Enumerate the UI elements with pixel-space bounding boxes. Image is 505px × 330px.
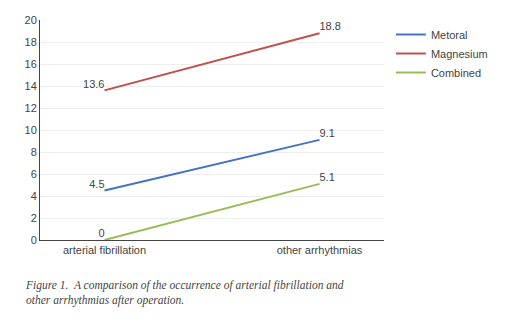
svg-text:14: 14 bbox=[25, 80, 37, 92]
svg-text:18: 18 bbox=[25, 36, 37, 48]
svg-text:Figure 1. A comparison of the: Figure 1. A comparison of the occurrence… bbox=[25, 279, 344, 307]
svg-text:13.6: 13.6 bbox=[83, 78, 104, 90]
svg-text:10: 10 bbox=[25, 124, 37, 136]
svg-text:8: 8 bbox=[31, 146, 37, 158]
svg-text:0: 0 bbox=[98, 227, 104, 239]
svg-text:Metoral: Metoral bbox=[431, 29, 468, 41]
svg-text:4.5: 4.5 bbox=[89, 178, 104, 190]
svg-text:other arrhythmias: other arrhythmias bbox=[277, 244, 363, 256]
svg-text:12: 12 bbox=[25, 102, 37, 114]
svg-text:20: 20 bbox=[25, 14, 37, 26]
svg-text:5.1: 5.1 bbox=[320, 171, 335, 183]
svg-text:16: 16 bbox=[25, 58, 37, 70]
svg-text:4: 4 bbox=[31, 190, 37, 202]
svg-text:0: 0 bbox=[31, 234, 37, 246]
svg-text:6: 6 bbox=[31, 168, 37, 180]
svg-text:9.1: 9.1 bbox=[320, 127, 335, 139]
svg-text:Magnesium: Magnesium bbox=[431, 48, 488, 60]
svg-text:18.8: 18.8 bbox=[320, 20, 341, 32]
svg-text:arterial fibrillation: arterial fibrillation bbox=[63, 244, 146, 256]
svg-text:2: 2 bbox=[31, 212, 37, 224]
svg-text:Combined: Combined bbox=[431, 67, 481, 79]
